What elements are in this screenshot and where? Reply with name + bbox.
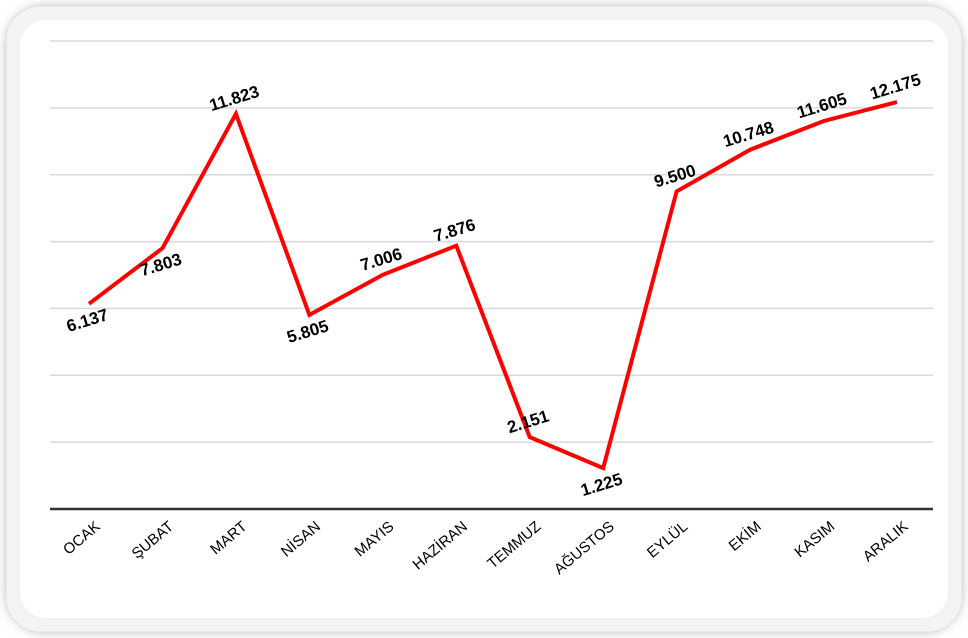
gridlines (50, 40, 933, 443)
series-polyline (87, 100, 898, 471)
series-line (87, 100, 898, 471)
